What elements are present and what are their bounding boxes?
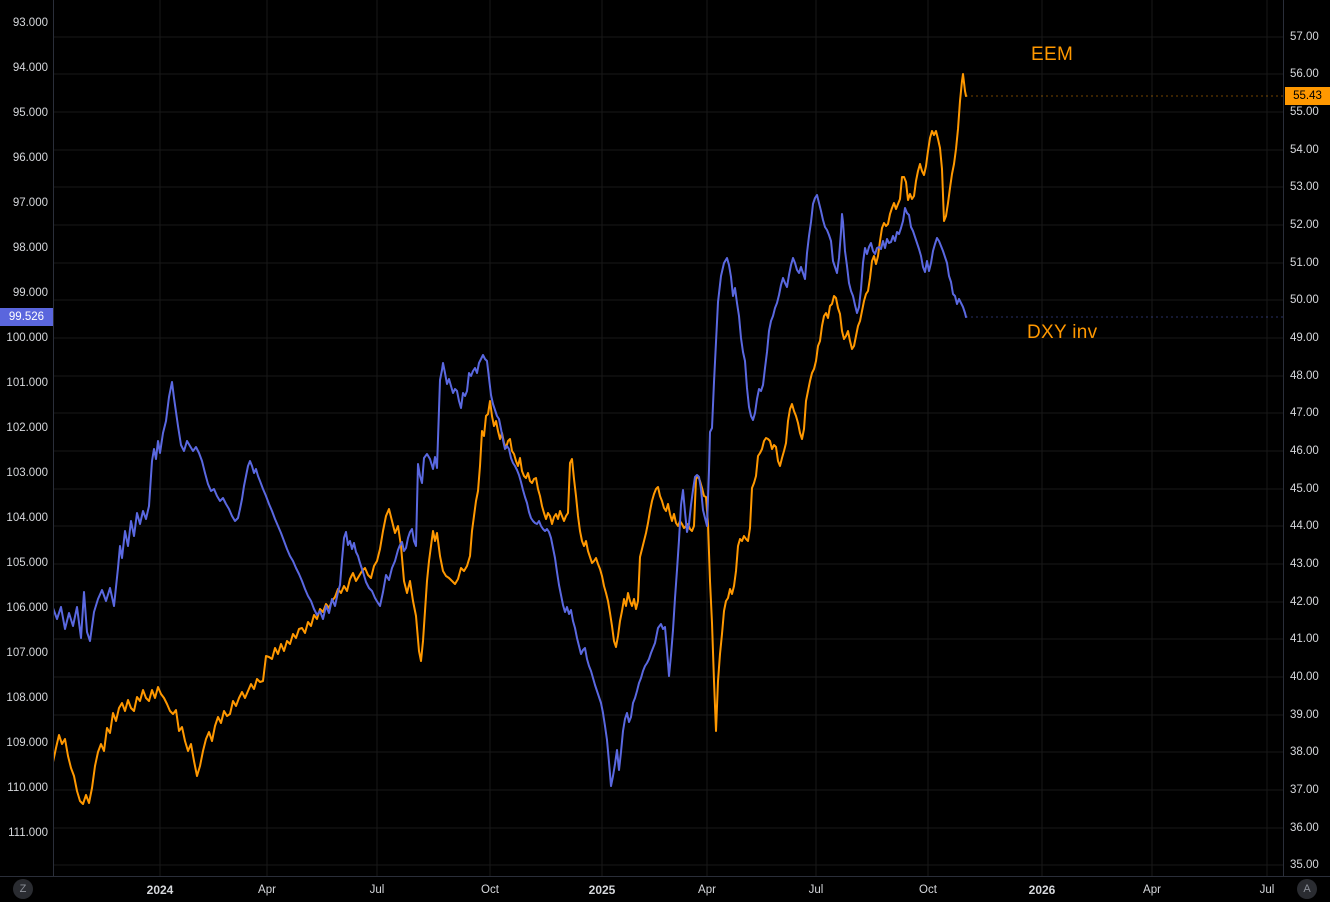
a-button[interactable]: A [1297,879,1317,899]
time-tick-label: 2024 [146,883,174,897]
dxy-last-price-badge: 99.526 [0,308,53,326]
time-tick-label: Apr [698,884,716,896]
left-price-tick-label: 107.000 [6,647,48,659]
right-price-tick-label: 35.00 [1290,859,1319,871]
right-price-tick-label: 47.00 [1290,407,1319,419]
left-price-tick-label: 110.000 [7,782,48,794]
time-tick-label: Oct [919,884,937,896]
left-price-tick-label: 104.000 [6,512,48,524]
left-price-tick-label: 103.000 [6,467,48,479]
right-price-tick-label: 43.00 [1290,558,1319,570]
time-tick-label: Jul [1259,884,1275,896]
left-price-tick-label: 108.000 [6,692,48,704]
right-price-tick-label: 56.00 [1290,68,1319,80]
left-price-tick-label: 94.000 [12,62,48,74]
dxy-series-label[interactable]: DXY inv [1027,322,1098,343]
left-price-tick-label: 95.000 [12,107,48,119]
right-price-tick-label: 41.00 [1290,633,1319,645]
right-price-tick-label: 57.00 [1290,31,1319,43]
left-price-tick-label: 105.000 [6,557,48,569]
right-price-tick-label: 49.00 [1290,332,1319,344]
right-price-scale[interactable]: 55.43 57.00 56.00 55.00 54.00 53.00 52.00 51.0… [1283,0,1330,876]
time-scale[interactable]: 2024 Apr Jul Oct 2025 Apr Jul Oct 2026 Apr Jul [0,876,1330,902]
eem-last-price-badge: 55.43 [1285,87,1330,105]
left-price-tick-label: 101.000 [6,377,48,389]
price-chart-pane[interactable]: EEM DXY inv [0,0,1330,876]
right-price-tick-label: 38.00 [1290,746,1319,758]
right-price-tick-label: 45.00 [1290,483,1319,495]
price-chart-canvas[interactable] [0,0,1330,876]
right-price-tick-label: 39.00 [1290,709,1319,721]
time-tick-label: Apr [258,884,276,896]
left-price-tick-label: 109.000 [6,737,48,749]
right-price-tick-label: 37.00 [1290,784,1319,796]
right-price-tick-label: 53.00 [1290,181,1319,193]
right-price-tick-label: 36.00 [1290,822,1319,834]
z-button[interactable]: Z [13,879,33,899]
left-price-scale[interactable]: 99.526 93.000 94.000 95.000 96.000 97.000 98.… [0,0,54,876]
time-tick-label: 2025 [588,883,616,897]
time-tick-label: Jul [369,884,385,896]
right-price-tick-label: 46.00 [1290,445,1319,457]
right-price-tick-label: 54.00 [1290,144,1319,156]
left-price-tick-label: 106.000 [6,602,48,614]
right-price-tick-label: 40.00 [1290,671,1319,683]
right-price-tick-label: 50.00 [1290,294,1319,306]
left-price-tick-label: 93.000 [12,17,48,29]
left-price-tick-label: 97.000 [12,197,48,209]
right-price-tick-label: 55.00 [1290,106,1319,118]
right-price-tick-label: 51.00 [1290,257,1319,269]
time-tick-label: Apr [1143,884,1161,896]
eem-series-label[interactable]: EEM [1031,44,1074,65]
right-price-tick-label: 42.00 [1290,596,1319,608]
left-price-tick-label: 98.000 [12,242,48,254]
right-price-tick-label: 48.00 [1290,370,1319,382]
left-price-tick-label: 102.000 [6,422,48,434]
left-price-tick-label: 111.000 [8,827,48,839]
time-tick-label: Jul [808,884,824,896]
left-price-tick-label: 100.000 [6,332,48,344]
left-price-tick-label: 96.000 [12,152,48,164]
time-tick-label: 2026 [1028,883,1056,897]
right-price-tick-label: 44.00 [1290,520,1319,532]
eem-line [52,73,967,805]
left-price-tick-label: 99.000 [12,287,48,299]
dxy-inv-line [52,194,967,787]
right-price-tick-label: 52.00 [1290,219,1319,231]
time-tick-label: Oct [481,884,499,896]
